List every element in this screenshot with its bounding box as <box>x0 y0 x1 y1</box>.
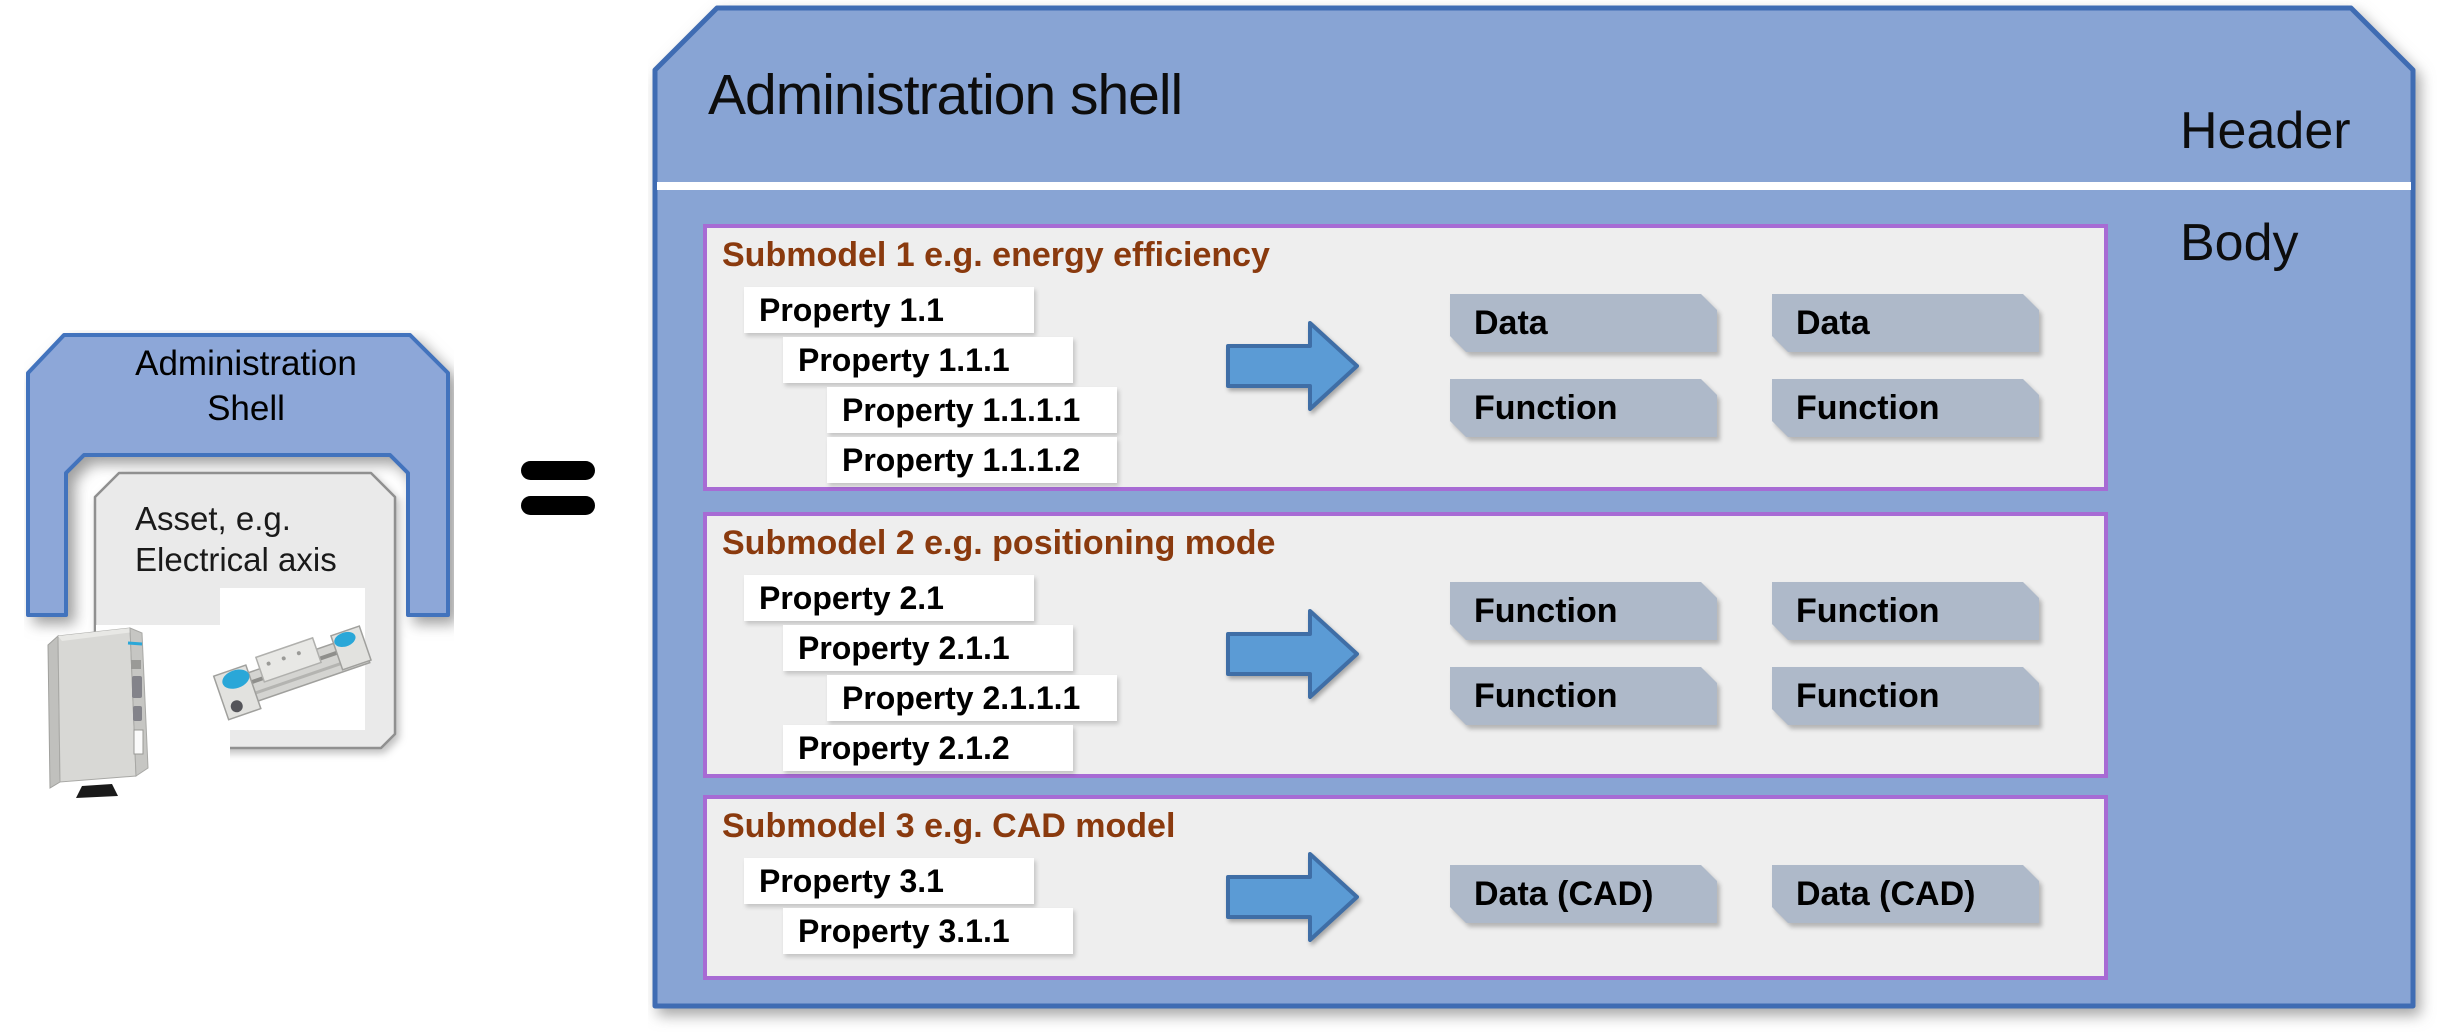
property-box: Property 1.1.1 <box>783 337 1073 383</box>
property-box: Property 2.1.1 <box>783 625 1073 671</box>
property-box: Property 3.1 <box>744 858 1034 904</box>
property-box: Property 2.1 <box>744 575 1034 621</box>
asset-administration-shell-figure <box>26 333 450 798</box>
property-box: Property 1.1 <box>744 287 1034 333</box>
administration-shell-panel: Administration shell Header Body Submode… <box>648 0 2446 1032</box>
output-plaque: Function <box>1450 379 1717 437</box>
output-plaque: Function <box>1772 667 2039 725</box>
property-box: Property 1.1.1.1 <box>827 387 1117 433</box>
output-plaque: Data <box>1772 294 2039 352</box>
asset-label: Asset, e.g. Electrical axis <box>135 500 337 579</box>
submodel-box-3: Submodel 3 e.g. CAD model Property 3.1 Pro… <box>703 795 2108 980</box>
shell-title: Administration shell <box>708 63 1183 127</box>
header-body-divider <box>657 182 2411 190</box>
submodel-box-2: Submodel 2 e.g. positioning mode Property… <box>703 512 2108 778</box>
property-box: Property 3.1.1 <box>783 908 1073 954</box>
output-plaque: Function <box>1772 379 2039 437</box>
equals-icon <box>521 461 595 531</box>
property-box: Property 2.1.2 <box>783 725 1073 771</box>
submodel-title: Submodel 3 e.g. CAD model <box>722 807 1176 845</box>
controller-image <box>47 625 230 798</box>
output-plaque: Data (CAD) <box>1450 865 1717 923</box>
equals-bar-top <box>521 461 595 480</box>
output-plaque: Function <box>1450 582 1717 640</box>
flow-arrow-icon <box>1226 320 1360 417</box>
submodel-title: Submodel 1 e.g. energy efficiency <box>722 236 1270 274</box>
equals-bar-bottom <box>521 496 595 515</box>
submodel-box-1: Submodel 1 e.g. energy efficiency Propert… <box>703 224 2108 491</box>
property-box: Property 1.1.1.2 <box>827 437 1117 483</box>
property-box: Property 2.1.1.1 <box>827 675 1117 721</box>
flow-arrow-icon <box>1226 608 1360 705</box>
submodel-title: Submodel 2 e.g. positioning mode <box>722 524 1276 562</box>
shell-bridge-shape <box>26 333 450 617</box>
axis-image <box>212 588 372 730</box>
body-label: Body <box>2180 214 2299 272</box>
output-plaque: Data <box>1450 294 1717 352</box>
shell-figure-title: Administration Shell <box>135 344 357 428</box>
output-plaque: Data (CAD) <box>1772 865 2039 923</box>
header-label: Header <box>2180 102 2351 160</box>
output-plaque: Function <box>1450 667 1717 725</box>
output-plaque: Function <box>1772 582 2039 640</box>
flow-arrow-icon <box>1226 851 1360 948</box>
